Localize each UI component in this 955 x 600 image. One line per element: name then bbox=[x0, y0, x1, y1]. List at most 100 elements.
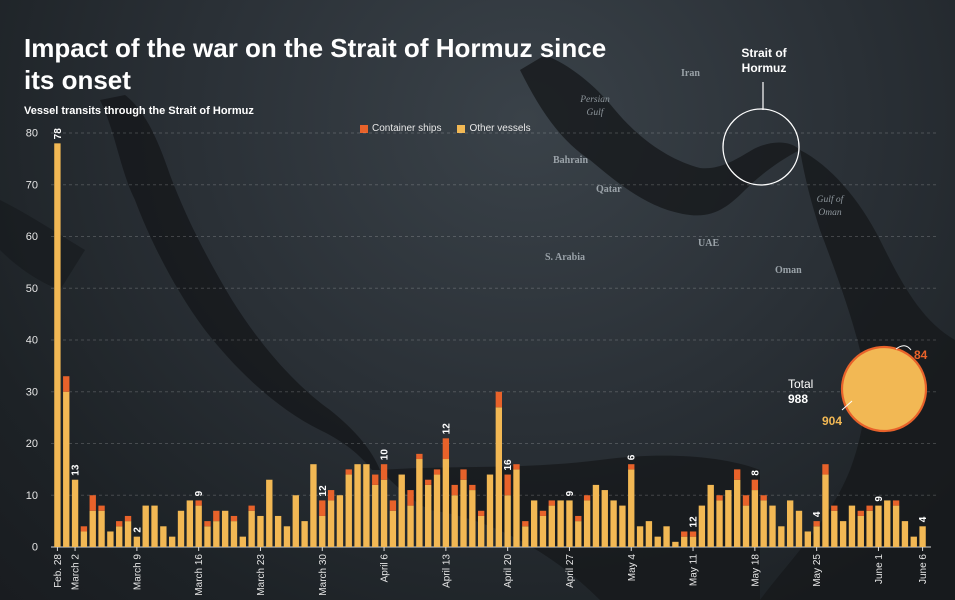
data-label: 12 bbox=[318, 485, 329, 497]
donut-container-slice bbox=[884, 347, 906, 389]
bar-other-vessels bbox=[919, 526, 926, 547]
data-label: 9 bbox=[194, 490, 205, 496]
bar-other-vessels bbox=[230, 521, 238, 547]
bar-container-ships bbox=[425, 479, 432, 485]
bar-other-vessels bbox=[795, 510, 803, 547]
bar-other-vessels bbox=[804, 531, 811, 547]
bar-container-ships bbox=[857, 510, 864, 516]
bar-other-vessels bbox=[460, 479, 467, 547]
bar-container-ships bbox=[513, 464, 520, 470]
bar-other-vessels bbox=[186, 500, 194, 547]
bar-other-vessels bbox=[698, 505, 706, 547]
bar-other-vessels bbox=[813, 526, 820, 547]
red-sea-shape bbox=[100, 95, 380, 470]
bar-container-ships bbox=[751, 479, 759, 491]
data-label: 13 bbox=[71, 464, 82, 476]
bar-other-vessels bbox=[884, 500, 891, 547]
bar-container-ships bbox=[389, 500, 397, 511]
bar-other-vessels bbox=[760, 500, 767, 547]
bar-container-ships bbox=[831, 505, 838, 511]
bar-other-vessels bbox=[177, 510, 185, 547]
data-label: 16 bbox=[503, 459, 514, 471]
gridlines bbox=[51, 132, 937, 548]
bar-other-vessels bbox=[336, 495, 344, 547]
legend-swatch-container bbox=[360, 124, 368, 133]
bar-other-vessels bbox=[654, 536, 661, 547]
strait-label-line1: Strait of bbox=[741, 46, 787, 60]
bar-other-vessels bbox=[619, 505, 626, 547]
bar-other-vessels bbox=[116, 526, 123, 547]
bar-container-ships bbox=[716, 495, 723, 501]
bar-other-vessels bbox=[451, 495, 458, 547]
data-label: 9 bbox=[874, 496, 885, 502]
bar-container-ships bbox=[345, 469, 352, 475]
bar-other-vessels bbox=[469, 490, 476, 547]
bar-container-ships bbox=[230, 515, 238, 522]
bar-other-vessels bbox=[495, 407, 503, 547]
y-tick-label: 20 bbox=[26, 438, 38, 450]
data-label: 78 bbox=[53, 128, 64, 140]
gulf-of-oman-shape bbox=[760, 150, 955, 600]
bar-other-vessels bbox=[204, 526, 211, 547]
bar-other-vessels bbox=[425, 484, 432, 547]
x-tick-label: May 18 bbox=[750, 554, 761, 587]
total-value: 988 bbox=[788, 392, 809, 406]
y-tick-label: 60 bbox=[26, 231, 38, 243]
y-tick-label: 30 bbox=[26, 386, 38, 398]
bar-other-vessels bbox=[398, 474, 405, 547]
bar-other-vessels bbox=[98, 510, 105, 547]
bar-container-ships bbox=[63, 376, 70, 392]
bar-container-ships bbox=[89, 495, 96, 511]
bar-other-vessels bbox=[566, 500, 573, 547]
bar-other-vessels bbox=[389, 510, 397, 547]
y-tick-label: 80 bbox=[26, 128, 38, 140]
bar-other-vessels bbox=[380, 479, 388, 547]
bar-other-vessels bbox=[866, 510, 873, 547]
label-persian: Persian bbox=[579, 95, 610, 105]
bar-other-vessels bbox=[557, 500, 564, 547]
bar-other-vessels bbox=[107, 531, 114, 547]
x-tick-label: April 20 bbox=[503, 554, 514, 588]
bar-other-vessels bbox=[221, 510, 229, 547]
bar-container-ships bbox=[477, 510, 485, 516]
bar-other-vessels bbox=[327, 500, 335, 547]
bar-container-ships bbox=[98, 505, 105, 511]
donut-other-count: 904 bbox=[822, 414, 843, 428]
bar-container-ships bbox=[892, 500, 900, 506]
chart-legend: Container ships Other vessels bbox=[360, 123, 531, 134]
bar-other-vessels bbox=[477, 515, 485, 547]
bar-container-ships bbox=[681, 531, 688, 537]
total-label: Total bbox=[788, 377, 814, 391]
bar-other-vessels bbox=[707, 484, 714, 547]
legend-label-container: Container ships bbox=[372, 123, 442, 134]
bar-container-ships bbox=[742, 495, 750, 506]
label-oman-sea: Oman bbox=[818, 208, 841, 218]
bar-other-vessels bbox=[892, 505, 900, 547]
bar-other-vessels bbox=[63, 391, 70, 547]
legend-swatch-other bbox=[457, 124, 466, 133]
bar-container-ships bbox=[372, 474, 379, 485]
bar-container-ships bbox=[575, 515, 582, 522]
legend-label-other: Other vessels bbox=[469, 123, 531, 134]
data-label: 4 bbox=[812, 511, 823, 517]
bar-other-vessels bbox=[239, 536, 246, 547]
bar-other-vessels bbox=[645, 521, 653, 547]
label-uae: UAE bbox=[698, 238, 719, 249]
x-axis-ticks: Feb. 28 March 2 March 9 March 16 March 23 Mar… bbox=[53, 547, 929, 596]
bar-other-vessels bbox=[610, 500, 617, 547]
label-iran: Iran bbox=[681, 68, 700, 79]
bar-other-vessels bbox=[734, 479, 741, 547]
bar-other-vessels bbox=[89, 510, 96, 547]
y-tick-label: 70 bbox=[26, 179, 38, 191]
y-axis-ticks: 0 10 20 30 40 50 60 70 80 bbox=[26, 128, 38, 554]
total-donut bbox=[840, 345, 928, 433]
x-tick-label: May 11 bbox=[689, 554, 700, 586]
y-tick-label: 40 bbox=[26, 335, 38, 347]
bar-other-vessels bbox=[778, 526, 785, 547]
data-label: 4 bbox=[918, 516, 929, 522]
bar-container-ships bbox=[734, 469, 741, 480]
bar-other-vessels bbox=[71, 479, 79, 547]
